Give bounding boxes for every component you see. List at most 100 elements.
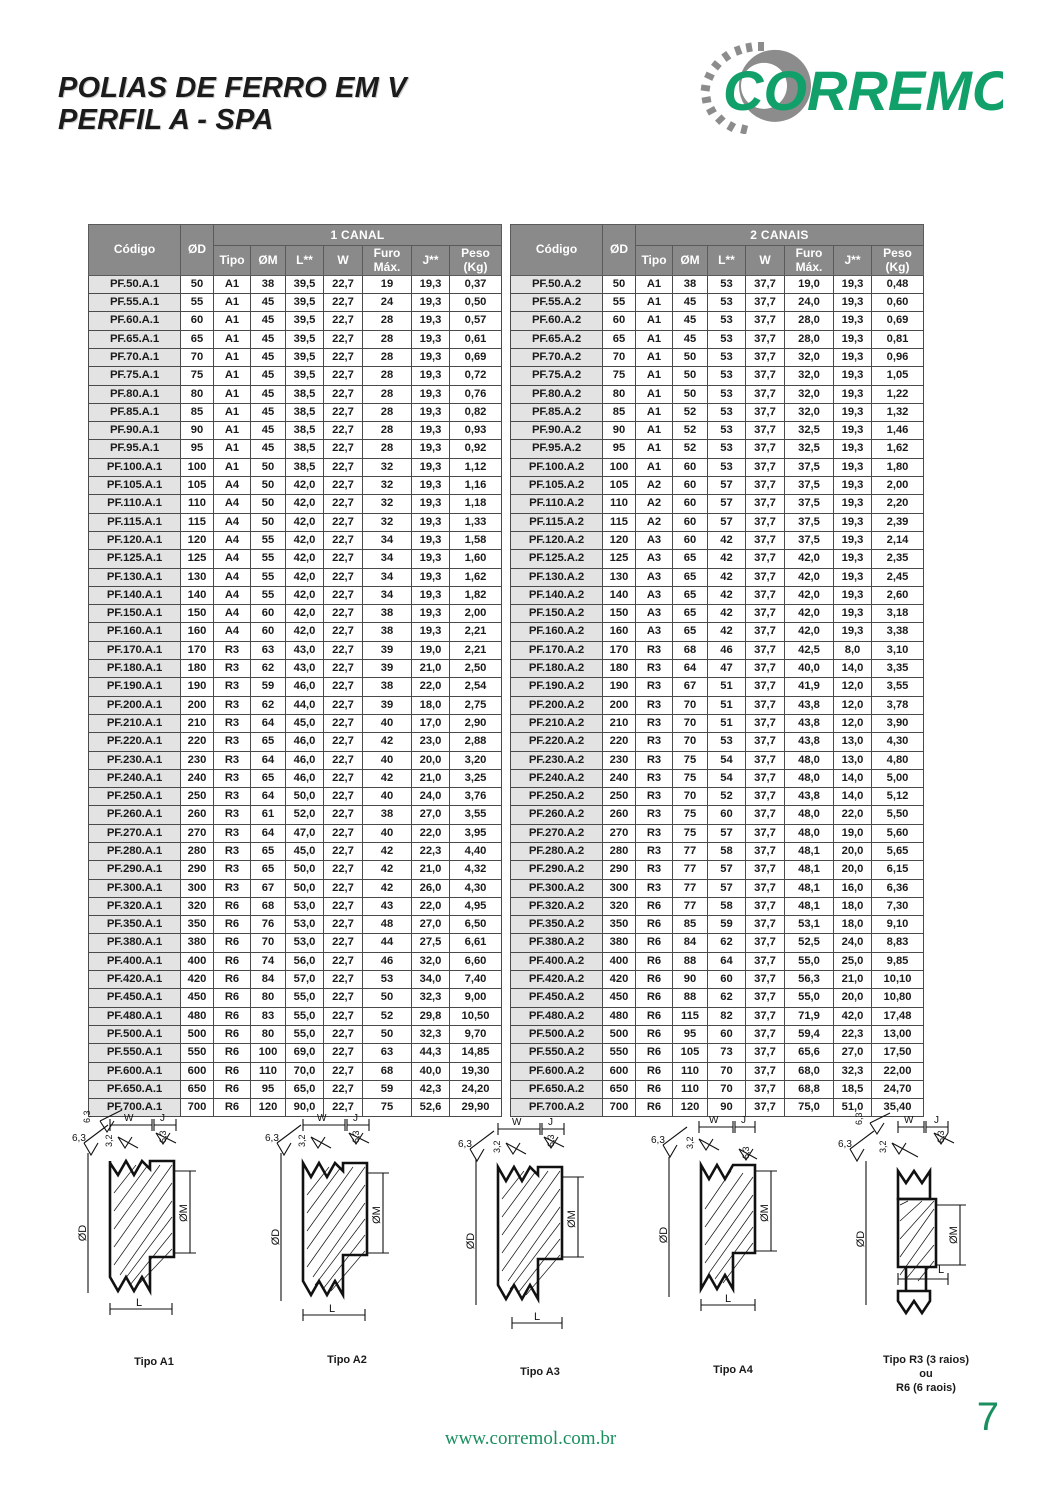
table-row: PF.320.A.2 320 R6 77 58 37,7 48,1 18,0 7,30 xyxy=(510,896,924,917)
cell-j: 26,0 xyxy=(411,878,450,898)
dimension-l-a3: L xyxy=(511,1311,563,1329)
cell-m: 64 xyxy=(250,713,286,734)
cell-j: 19,3 xyxy=(411,439,450,459)
cell-tipo: A4 xyxy=(213,567,251,587)
col-header-tipo: Tipo xyxy=(213,245,251,276)
logo-svg: CORREMOL xyxy=(700,42,1003,134)
cell-tipo: R6 xyxy=(635,1043,673,1063)
cell-codigo: PF.280.A.2 xyxy=(510,841,603,862)
cell-j: 19,3 xyxy=(833,311,872,331)
cell-tipo: R6 xyxy=(635,1024,673,1045)
cell-d: 400 xyxy=(180,951,214,972)
cell-furo-m-x: 28 xyxy=(362,311,412,331)
page-title: POLIAS DE FERRO EM V PERFIL A - SPA xyxy=(58,72,407,137)
cell-codigo: PF.80.A.2 xyxy=(510,384,603,404)
table-row: PF.90.A.2 90 A1 52 53 37,7 32,5 19,3 1,46 xyxy=(510,421,924,441)
cell-d: 105 xyxy=(602,476,636,496)
cell-tipo: A1 xyxy=(635,457,673,478)
dimension-diameter-hub-r3: ØM xyxy=(936,1204,966,1266)
drawing-a1-svg: 6,3 6,3 3,2 6,3 W xyxy=(72,1109,196,1315)
cell-codigo: PF.120.A.1 xyxy=(88,530,181,551)
cell-j: 19,3 xyxy=(833,585,872,606)
table-row: PF.450.A.1 450 R6 80 55,0 22,7 50 32,3 9,00 xyxy=(88,988,502,1008)
cell-l: 57 xyxy=(707,512,746,532)
table-row: PF.290.A.2 290 R3 77 57 37,7 48,1 20,0 6,15 xyxy=(510,860,924,880)
dimension-diameter-hub-a3: ØM xyxy=(562,1176,584,1258)
cell-m: 65 xyxy=(672,622,708,642)
pulley-profile-a3 xyxy=(496,1162,564,1304)
cell-w: 37,7 xyxy=(745,787,785,807)
cell-codigo: PF.160.A.1 xyxy=(88,622,181,642)
cell-tipo: R6 xyxy=(213,1061,251,1081)
cell-peso-kg: 22,00 xyxy=(871,1061,924,1081)
cell-d: 60 xyxy=(180,311,214,331)
pulley-profile-a1 xyxy=(108,1158,176,1296)
table-row: PF.85.A.1 85 A1 45 38,5 22,7 28 19,3 0,82 xyxy=(88,402,502,423)
table-row: PF.160.A.1 160 A4 60 42,0 22,7 38 19,3 2,21 xyxy=(88,622,502,642)
cell-w: 37,7 xyxy=(745,293,785,313)
cell-peso-kg: 3,25 xyxy=(449,768,502,789)
cell-m: 90 xyxy=(672,970,708,990)
dimension-l-r3: L xyxy=(897,1264,949,1285)
table-row: PF.80.A.2 80 A1 50 53 37,7 32,0 19,3 1,22 xyxy=(510,384,924,404)
table-row: PF.400.A.2 400 R6 88 64 37,7 55,0 25,0 9,85 xyxy=(510,951,924,972)
table-row: PF.650.A.1 650 R6 95 65,0 22,7 59 42,3 24,20 xyxy=(88,1079,502,1100)
cell-codigo: PF.650.A.1 xyxy=(88,1079,181,1100)
cell-w: 37,7 xyxy=(745,530,785,551)
cell-j: 20,0 xyxy=(411,750,450,770)
cell-codigo: PF.380.A.1 xyxy=(88,933,181,953)
cell-codigo: PF.110.A.1 xyxy=(88,494,181,514)
cell-tipo: R6 xyxy=(213,1006,251,1026)
table-row: PF.120.A.1 120 A4 55 42,0 22,7 34 19,3 1,58 xyxy=(88,530,502,551)
cell-tipo: A2 xyxy=(635,476,673,496)
cell-peso-kg: 0,61 xyxy=(449,329,502,349)
dimension-label-diameter-hub-a2: ØM xyxy=(371,1206,383,1224)
cell-peso-kg: 9,70 xyxy=(449,1024,502,1045)
drawing-caption-r3-r6: Tipo R3 (3 raios) ou R6 (6 raois) xyxy=(832,1354,1020,1395)
cell-w: 37,7 xyxy=(745,933,785,953)
dimension-label-diameter-outer-r3: ØD xyxy=(855,1231,867,1248)
cell-d: 220 xyxy=(602,732,636,752)
roughness-value-outer-a3: 6,3 xyxy=(458,1139,472,1150)
cell-j: 14,0 xyxy=(833,787,872,807)
footer-website-link[interactable]: www.corremol.com.br xyxy=(444,1428,617,1449)
cell-codigo: PF.125.A.2 xyxy=(510,549,603,569)
cell-m: 110 xyxy=(672,1061,708,1081)
cell-furo-m-x: 32,0 xyxy=(784,402,834,423)
dimension-label-w-a2: W xyxy=(317,1113,327,1124)
table-row: PF.600.A.2 600 R6 110 70 37,7 68,0 32,3 22,00 xyxy=(510,1061,924,1081)
cell-l: 53 xyxy=(707,293,746,313)
logo-wordmark: CORREMOL xyxy=(723,59,1003,122)
cell-furo-m-x: 24 xyxy=(362,293,412,313)
cell-m: 105 xyxy=(672,1043,708,1063)
dimension-label-diameter-outer-a4: ØD xyxy=(658,1227,670,1244)
cell-j: 19,3 xyxy=(833,439,872,459)
roughness-symbol-groove-a3: 6,3 xyxy=(543,1134,565,1150)
cell-m: 84 xyxy=(672,933,708,953)
cell-m: 52 xyxy=(672,439,708,459)
cell-tipo: R6 xyxy=(635,970,673,990)
cell-j: 19,3 xyxy=(833,476,872,496)
table-2-canais: Código ØD 2 CANAIS Tipo ØM L** W Furo Má… xyxy=(510,224,924,1118)
cell-w: 22,7 xyxy=(323,1079,363,1100)
cell-j: 12,0 xyxy=(833,695,872,715)
cell-tipo: R6 xyxy=(213,1024,251,1045)
cell-l: 56,0 xyxy=(285,951,324,972)
cell-m: 52 xyxy=(672,421,708,441)
cell-codigo: PF.210.A.1 xyxy=(88,713,181,734)
cell-m: 62 xyxy=(250,695,286,715)
cell-l: 43,0 xyxy=(285,640,324,661)
cell-codigo: PF.105.A.2 xyxy=(510,476,603,496)
cell-j: 22,3 xyxy=(833,1024,872,1045)
cell-l: 55,0 xyxy=(285,988,324,1008)
cell-peso-kg: 3,90 xyxy=(871,713,924,734)
col-header-furo-max: Furo Máx. xyxy=(362,245,412,276)
table-row: PF.320.A.1 320 R6 68 53,0 22,7 43 22,0 4,95 xyxy=(88,896,502,917)
cell-w: 22,7 xyxy=(323,695,363,715)
cell-w: 22,7 xyxy=(323,604,363,624)
cell-codigo: PF.290.A.1 xyxy=(88,860,181,880)
cell-d: 280 xyxy=(180,841,214,862)
table-row: PF.95.A.1 95 A1 45 38,5 22,7 28 19,3 0,92 xyxy=(88,439,502,459)
table-row: PF.60.A.1 60 A1 45 39,5 22,7 28 19,3 0,57 xyxy=(88,311,502,331)
col-header-furo-line1: Furo xyxy=(373,246,401,260)
